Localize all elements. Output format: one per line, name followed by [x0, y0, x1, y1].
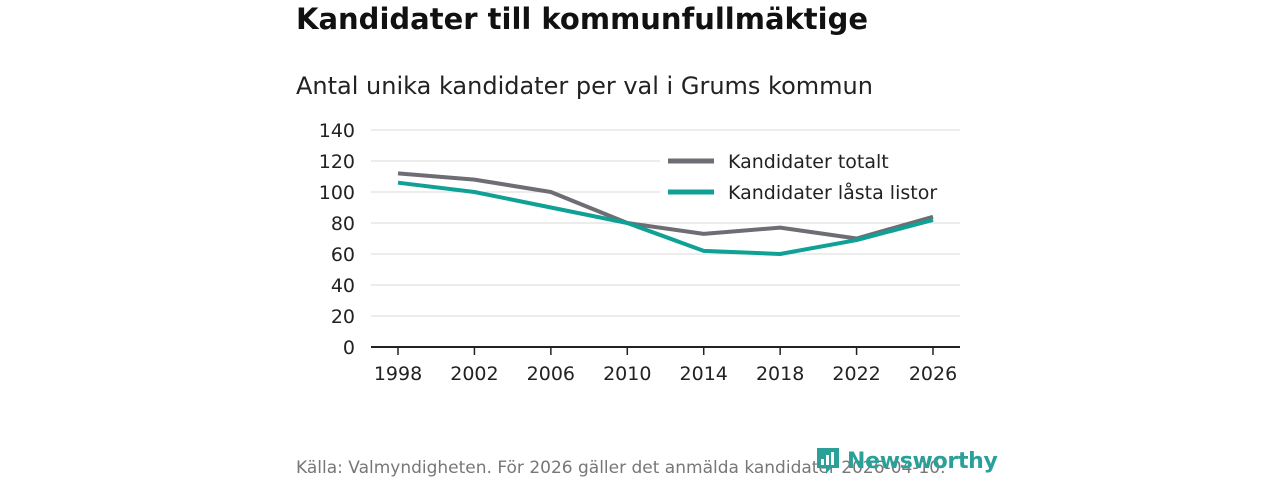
chart-subtitle: Antal unika kandidater per val i Grums k…: [296, 72, 873, 100]
y-tick-label: 40: [331, 275, 355, 297]
newsworthy-logo: Newsworthy: [815, 446, 998, 476]
x-tick-label: 2026: [909, 363, 957, 385]
y-tick-label: 140: [319, 120, 355, 142]
newsworthy-logo-text: Newsworthy: [847, 448, 998, 474]
x-tick-label: 2010: [603, 363, 651, 385]
chart-title: Kandidater till kommunfullmäktige: [296, 2, 869, 36]
x-axis: 1998 2002 2006 2010 2014 2018 2022 2026: [371, 346, 960, 385]
legend-background: [660, 145, 960, 210]
x-tick-label: 2018: [756, 363, 804, 385]
y-tick-label: 20: [331, 306, 355, 328]
source-note: Källa: Valmyndigheten. För 2026 gäller d…: [296, 458, 946, 478]
x-tick-label: 2002: [450, 363, 498, 385]
legend-label: Kandidater låsta listor: [728, 181, 937, 204]
y-tick-label: 0: [343, 337, 355, 359]
y-tick-label: 100: [319, 182, 355, 204]
x-tick-label: 1998: [374, 363, 422, 385]
series-line-locked-lists: [397, 180, 934, 256]
newsworthy-logo-icon: [817, 448, 839, 474]
x-tick-label: 2006: [527, 363, 575, 385]
x-tick-label: 2022: [832, 363, 880, 385]
y-axis-ticks: 0 20 40 60 80 100 120 140: [319, 120, 355, 359]
legend-label: Kandidater totalt: [728, 151, 889, 173]
y-tick-label: 60: [331, 244, 355, 266]
x-tick-label: 2014: [680, 363, 728, 385]
series-line-total: [397, 171, 934, 241]
series-lines: [397, 171, 934, 256]
y-tick-label: 80: [331, 213, 355, 235]
y-tick-label: 120: [319, 151, 355, 173]
legend: Kandidater totalt Kandidater låsta listor: [660, 145, 960, 210]
